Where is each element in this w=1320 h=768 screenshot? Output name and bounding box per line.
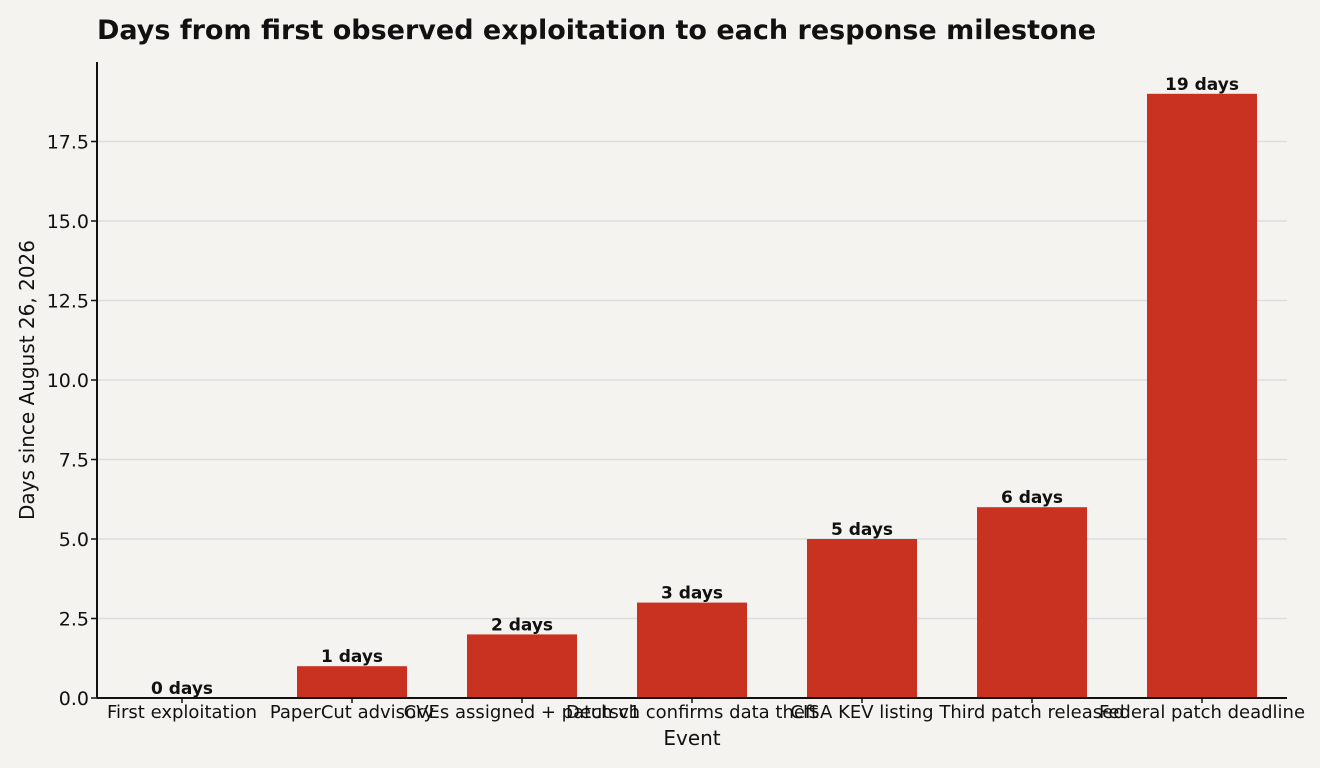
x-tick-label: First exploitation: [107, 702, 257, 723]
bar-value-label: 3 days: [661, 584, 723, 604]
bar-value-label: 5 days: [831, 520, 893, 540]
bar-value-label: 19 days: [1165, 75, 1239, 95]
x-tick-label: PaperCut advisory: [270, 702, 435, 723]
y-tick-label: 12.5: [47, 291, 89, 313]
gridlines: [97, 140, 1287, 620]
y-tick-label: 17.5: [47, 132, 89, 154]
bar-value-label: 6 days: [1001, 488, 1063, 508]
bar: [977, 507, 1087, 698]
y-axis-ticks: 0.0 2.5 5.0 7.5 10.0 12.5 15.0 17.5: [47, 132, 97, 710]
y-tick-label: 10.0: [47, 370, 89, 392]
chart-title: Days from first observed exploitation to…: [97, 15, 1096, 46]
y-tick-label: 5.0: [59, 529, 89, 551]
bar: [807, 539, 917, 698]
y-tick-label: 15.0: [47, 211, 89, 233]
y-axis-label: Days since August 26, 2026: [15, 240, 39, 520]
bar-value-label: 2 days: [491, 615, 553, 635]
bar: [1147, 93, 1257, 699]
x-tick-label: Federal patch deadline: [1099, 702, 1305, 723]
bar: [467, 634, 577, 698]
y-tick-label: 2.5: [59, 609, 89, 631]
bar: [297, 666, 407, 698]
y-tick-label: 0.0: [59, 688, 89, 710]
x-axis-ticks: First exploitation PaperCut advisoryCVEs …: [107, 698, 1305, 723]
bar-value-label: 1 days: [321, 647, 383, 667]
bar-value-label: 0 days: [151, 679, 213, 699]
x-tick-label: Deutsch confirms data theft: [566, 702, 818, 723]
x-tick-label: CVEs assigned + patch v1: [404, 702, 641, 723]
bar: [637, 602, 747, 698]
x-axis-label: Event: [663, 726, 720, 750]
y-tick-label: 7.5: [59, 450, 89, 472]
x-tick-label: CISA KEV listing: [790, 702, 933, 723]
bar-data-labels: 0 days 1 days 2 days 3 days 5 days 6 days 19 d…: [151, 75, 1239, 699]
x-tick-label: Third patch released: [938, 702, 1124, 723]
bars: [297, 93, 1257, 699]
